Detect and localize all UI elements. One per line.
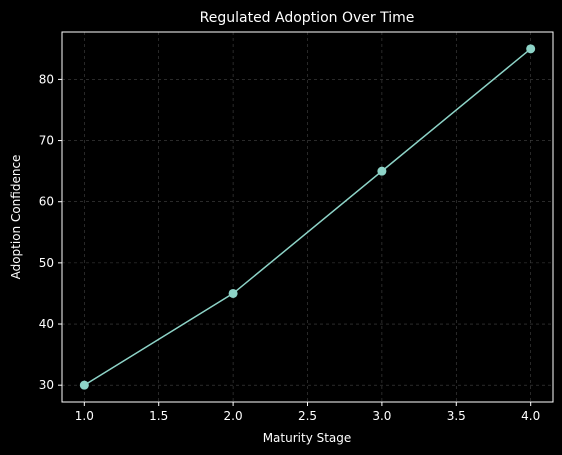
x-axis-label: Maturity Stage [263, 431, 352, 445]
point [526, 44, 536, 54]
point [228, 288, 238, 298]
y-tick-label: 40 [39, 317, 54, 331]
line [83, 48, 532, 386]
y-tick-label: 50 [39, 256, 54, 270]
x-tick-label: 3.5 [447, 409, 466, 423]
x-tick-label: 4.0 [521, 409, 540, 423]
y-axis-label: Adoption Confidence [9, 155, 23, 280]
point [79, 380, 89, 390]
x-tick-label: 2.5 [298, 409, 317, 423]
x-tick-label: 3.0 [372, 409, 391, 423]
chart-title: Regulated Adoption Over Time [200, 10, 415, 26]
x-tick-label: 2.0 [224, 409, 243, 423]
y-tick-label: 70 [39, 134, 54, 148]
y-tick-label: 30 [39, 378, 54, 392]
plot-frame [61, 31, 554, 403]
x-tick-label: 1.0 [75, 409, 94, 423]
y-tick-label: 80 [39, 72, 54, 86]
point [377, 166, 387, 176]
y-tick-label: 60 [39, 195, 54, 209]
x-tick-label: 1.5 [149, 409, 168, 423]
